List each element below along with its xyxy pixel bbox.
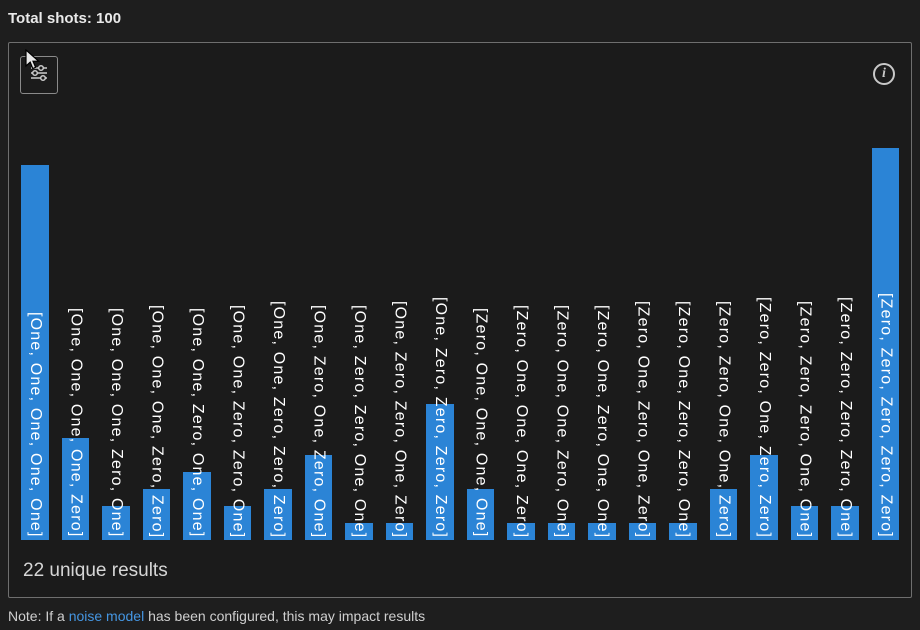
histogram-bar[interactable] [709, 488, 737, 540]
histogram-bar[interactable] [223, 505, 251, 540]
bar-slot: [One, One, Zero, Zero, Zero] [264, 148, 292, 540]
unique-results-label: 22 unique results [23, 560, 168, 581]
bar-label: [Zero, Zero, Zero, One, One] [796, 300, 814, 538]
bar-label: [Zero, Zero, Zero, Zero, One] [836, 296, 854, 538]
bar-slot: [Zero, Zero, One, Zero, Zero] [750, 148, 778, 540]
bar-label: [One, One, Zero, Zero, Zero] [269, 300, 287, 538]
bar-slot: [Zero, One, One, One, One] [466, 148, 494, 540]
bar-slot: [Zero, Zero, Zero, Zero, One] [831, 148, 859, 540]
histogram-bar[interactable] [628, 522, 656, 540]
histogram-bar[interactable] [61, 437, 89, 540]
histogram-bar[interactable] [588, 522, 616, 540]
bar-slot: [Zero, One, Zero, Zero, One] [669, 148, 697, 540]
total-shots-label: Total shots: 100 [8, 10, 122, 27]
bar-label: [One, Zero, Zero, One, Zero] [391, 300, 409, 538]
bar-slot: [One, One, Zero, One, One] [183, 148, 211, 540]
histogram-bar[interactable] [345, 522, 373, 540]
bar-label: [Zero, Zero, Zero, Zero, Zero] [877, 293, 895, 538]
bar-slot: [One, One, One, Zero, One] [102, 148, 130, 540]
bar-label: [One, One, One, Zero, Zero] [148, 304, 166, 538]
note-suffix: has been configured, this may impact res… [144, 608, 426, 624]
histogram-bar[interactable] [750, 454, 778, 540]
bar-slot: [One, One, Zero, Zero, One] [223, 148, 251, 540]
histogram-bar[interactable] [102, 505, 130, 540]
bar-label: [Zero, One, One, Zero, One] [553, 304, 571, 538]
histogram-bar[interactable] [142, 488, 170, 540]
bar-label: [One, Zero, One, Zero, One] [310, 304, 328, 538]
bar-label: [One, Zero, Zero, Zero, Zero] [431, 296, 449, 538]
bar-slot: [Zero, Zero, Zero, Zero, Zero] [871, 148, 899, 540]
settings-sliders-icon [28, 62, 50, 89]
histogram-panel: i [One, One, One, One, One] [One, One, On… [8, 42, 912, 598]
bar-slot: [One, One, One, One, One] [21, 148, 49, 540]
bar-label: [One, One, One, One, Zero] [67, 308, 85, 538]
histogram-bar[interactable] [183, 471, 211, 540]
bar-label: [One, One, Zero, One, One] [188, 308, 206, 538]
noise-model-note: Note: If a noise model has been configur… [8, 608, 425, 624]
histogram-bar[interactable] [264, 488, 292, 540]
bar-label: [Zero, One, One, One, Zero] [512, 304, 530, 538]
bar-slot: [Zero, One, One, One, Zero] [507, 148, 535, 540]
bar-label: [Zero, Zero, One, One, Zero] [715, 300, 733, 538]
histogram-bar[interactable] [385, 522, 413, 540]
bar-slot: [Zero, Zero, Zero, One, One] [790, 148, 818, 540]
bar-label: [Zero, One, Zero, One, Zero] [634, 300, 652, 538]
bar-label: [One, Zero, Zero, One, One] [350, 304, 368, 538]
bar-label: [One, One, One, Zero, One] [107, 308, 125, 538]
bar-label: [Zero, One, One, One, One] [472, 308, 490, 538]
bar-label: [One, One, Zero, Zero, One] [229, 304, 247, 538]
histogram-chart: [One, One, One, One, One] [One, One, One,… [21, 148, 899, 540]
bar-label: [Zero, One, Zero, Zero, One] [674, 300, 692, 538]
bar-slot: [One, Zero, One, Zero, One] [304, 148, 332, 540]
histogram-bar[interactable] [547, 522, 575, 540]
noise-model-link[interactable]: noise model [68, 608, 145, 624]
histogram-bar[interactable] [466, 488, 494, 540]
histogram-bar[interactable] [790, 505, 818, 540]
bar-label: [Zero, Zero, One, Zero, Zero] [755, 296, 773, 538]
bar-slot: [One, One, One, One, Zero] [61, 148, 89, 540]
note-prefix: Note: If a [8, 608, 69, 624]
bar-slot: [One, Zero, Zero, Zero, Zero] [426, 148, 454, 540]
histogram-bar[interactable] [669, 522, 697, 540]
bar-slot: [Zero, Zero, One, One, Zero] [709, 148, 737, 540]
histogram-bar[interactable] [426, 403, 454, 540]
histogram-bar[interactable] [507, 522, 535, 540]
bar-slot: [One, Zero, Zero, One, Zero] [385, 148, 413, 540]
bar-slot: [Zero, One, Zero, One, One] [588, 148, 616, 540]
bar-slot: [One, One, One, Zero, Zero] [142, 148, 170, 540]
info-icon[interactable]: i [873, 63, 895, 85]
bar-slot: [Zero, One, Zero, One, Zero] [628, 148, 656, 540]
histogram-bar[interactable] [21, 165, 49, 540]
histogram-settings-button[interactable] [20, 56, 58, 94]
bar-slot: [One, Zero, Zero, One, One] [345, 148, 373, 540]
histogram-bar[interactable] [304, 454, 332, 540]
bar-label: [One, One, One, One, One] [26, 312, 44, 538]
histogram-bar[interactable] [831, 505, 859, 540]
bar-label: [Zero, One, Zero, One, One] [593, 304, 611, 538]
histogram-bar[interactable] [871, 148, 899, 540]
bar-slot: [Zero, One, One, Zero, One] [547, 148, 575, 540]
